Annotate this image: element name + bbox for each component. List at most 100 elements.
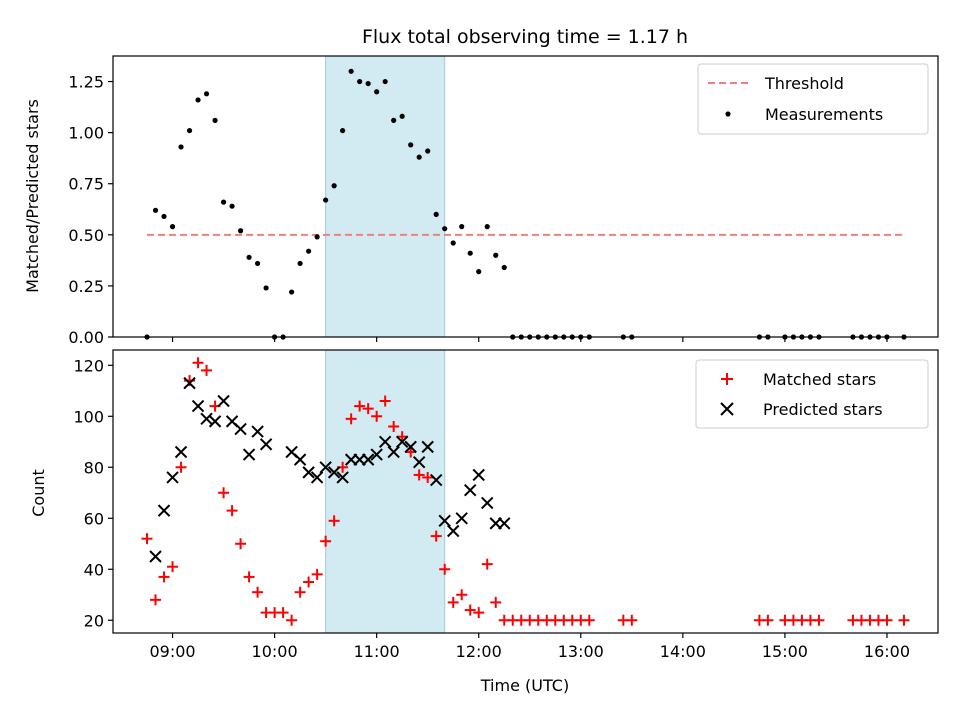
legend-predicted-marker [720, 402, 734, 416]
predicted-star-point [481, 496, 494, 510]
predicted-star-point [200, 412, 213, 426]
legend-measurements-marker [725, 111, 731, 117]
matched-star-point [141, 533, 153, 545]
measurement-point [237, 228, 244, 234]
measurement-point [348, 68, 354, 74]
measurement-point [391, 117, 397, 123]
matched-star-point [328, 515, 340, 527]
measurement-point [289, 289, 295, 295]
measurement-point [493, 252, 499, 258]
matched-star-point [277, 607, 289, 619]
measurement-point [220, 199, 227, 205]
measurement-point [203, 91, 210, 97]
bottom-legend: Matched stars Predicted stars [695, 359, 929, 429]
predicted-star-point [310, 471, 324, 484]
measurement-point [161, 213, 167, 220]
predicted-star-point [319, 461, 332, 474]
predicted-star-point [149, 550, 162, 563]
predicted-star-point [183, 376, 196, 390]
legend-predicted-label: Predicted stars [763, 400, 883, 419]
measurement-point [416, 154, 422, 160]
top-legend: Threshold Measurements [697, 63, 929, 135]
predicted-star-point [217, 394, 230, 408]
predicted-star-point [421, 440, 434, 454]
y-tick-label: 0.50 [68, 226, 104, 245]
matched-star-point [235, 538, 247, 550]
matched-star-point [243, 571, 255, 583]
measurement-point [314, 234, 320, 240]
legend-threshold-label: Threshold [764, 74, 844, 93]
predicted-star-point [191, 399, 205, 413]
y-tick-label: 40 [84, 560, 104, 579]
predicted-star-point [157, 504, 171, 517]
measurement-point [382, 78, 388, 85]
predicted-star-point [242, 448, 256, 461]
measurement-point [178, 144, 184, 150]
predicted-star-point [251, 425, 264, 438]
predicted-star-point [336, 471, 349, 484]
y-tick-label: 1.25 [68, 73, 104, 92]
x-tick-label: 10:00 [252, 642, 298, 661]
measurement-point [365, 80, 371, 87]
legend-matched-marker [721, 373, 733, 385]
predicted-star-point [387, 445, 400, 459]
measurement-point [306, 248, 312, 254]
matched-star-point [881, 614, 893, 626]
matched-star-point [464, 604, 476, 616]
predicted-star-point [234, 422, 247, 436]
matched-star-point [192, 357, 204, 369]
measurement-point [340, 127, 346, 134]
measurement-point [425, 148, 431, 154]
matched-star-point [158, 571, 170, 583]
matched-star-point [473, 607, 485, 619]
predicted-star-point [438, 514, 451, 528]
matched-star-point [252, 586, 264, 598]
x-tick-label: 11:00 [354, 642, 400, 661]
measurement-point [459, 224, 465, 230]
matched-star-point [422, 471, 434, 483]
matched-star-point [362, 403, 374, 415]
matched-star-point [439, 563, 451, 575]
measurement-point [357, 78, 363, 85]
matched-star-point [396, 431, 408, 443]
observing-window-shade [325, 349, 446, 634]
matched-star-point [345, 413, 357, 425]
matched-star-point [311, 568, 323, 580]
matched-star-point [226, 505, 238, 517]
measurement-point [442, 226, 448, 232]
predicted-star-point [446, 524, 460, 538]
measurement-point [195, 97, 201, 103]
matched-star-point [354, 400, 366, 412]
matched-star-point [286, 614, 298, 626]
matched-star-point [150, 594, 162, 606]
matched-star-point [320, 535, 332, 547]
measurement-point [246, 254, 252, 260]
predicted-star-point [174, 445, 188, 459]
predicted-star-point [429, 473, 443, 487]
predicted-star-point [378, 435, 392, 448]
x-tick-label: 12:00 [456, 642, 502, 661]
y-tick-label: 1.00 [68, 124, 104, 143]
top-legend-box [697, 63, 929, 135]
matched-star-point [430, 530, 442, 542]
matched-star-point [218, 487, 230, 499]
y-tick-label: 0.00 [68, 328, 104, 347]
predicted-star-point [361, 453, 375, 466]
predicted-star-point [455, 512, 468, 525]
matched-star-point [626, 614, 638, 626]
x-tick-label: 09:00 [149, 642, 195, 661]
matched-star-point [583, 614, 595, 626]
measurement-point [254, 260, 261, 267]
matched-star-point [481, 558, 493, 570]
y-tick-label: 0.75 [68, 175, 104, 194]
bottom-legend-box [695, 359, 929, 429]
y-tick-label: 0.25 [68, 277, 104, 296]
y-tick-label: 80 [84, 458, 104, 477]
matched-star-point [490, 596, 502, 608]
observing-window-shade [325, 55, 446, 338]
measurement-point [467, 250, 473, 256]
x-axis-label: Time (UTC) [480, 676, 569, 695]
chart-title: Flux total observing time = 1.17 h [362, 26, 688, 48]
predicted-star-point [464, 484, 477, 497]
predicted-star-point [166, 471, 179, 484]
